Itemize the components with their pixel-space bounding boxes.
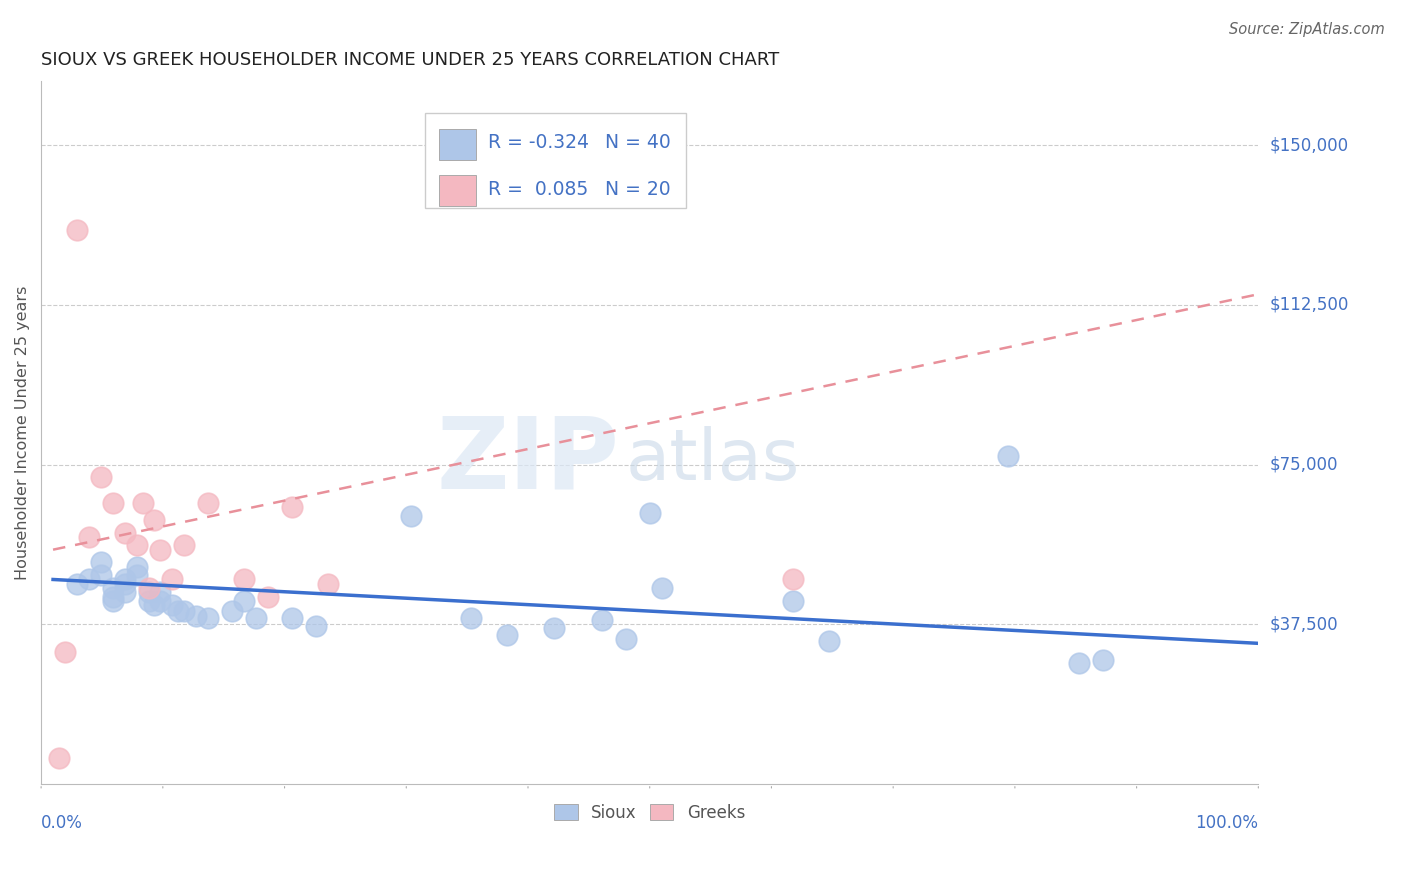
Point <box>399 508 422 523</box>
Text: ZIP: ZIP <box>436 412 619 509</box>
Point <box>101 590 124 604</box>
Point <box>782 594 804 608</box>
Text: R =  0.085: R = 0.085 <box>488 180 588 199</box>
Point <box>495 628 517 642</box>
Point <box>221 604 243 618</box>
Point <box>66 223 89 237</box>
Text: $37,500: $37,500 <box>1270 615 1339 633</box>
Point <box>114 576 136 591</box>
Point <box>1092 653 1115 667</box>
Y-axis label: Householder Income Under 25 years: Householder Income Under 25 years <box>15 285 30 580</box>
Point <box>125 559 148 574</box>
Point <box>167 604 190 618</box>
Point <box>149 594 172 608</box>
Point <box>280 611 302 625</box>
Point <box>138 585 160 599</box>
Point <box>149 542 172 557</box>
Point <box>90 470 112 484</box>
Point <box>197 496 219 510</box>
Bar <box>439 128 475 160</box>
Point <box>149 585 172 599</box>
Point <box>591 613 613 627</box>
Point <box>125 568 148 582</box>
Point <box>114 573 136 587</box>
Point <box>143 598 166 612</box>
Point <box>114 525 136 540</box>
Point <box>162 598 184 612</box>
FancyBboxPatch shape <box>425 113 686 208</box>
Text: R = -0.324: R = -0.324 <box>488 133 589 153</box>
Text: $150,000: $150,000 <box>1270 136 1348 154</box>
Point <box>817 634 839 648</box>
Point <box>138 581 160 595</box>
Point <box>1069 656 1091 670</box>
Text: Source: ZipAtlas.com: Source: ZipAtlas.com <box>1229 22 1385 37</box>
Point <box>197 611 219 625</box>
Legend: Sioux, Greeks: Sioux, Greeks <box>548 797 752 828</box>
Text: SIOUX VS GREEK HOUSEHOLDER INCOME UNDER 25 YEARS CORRELATION CHART: SIOUX VS GREEK HOUSEHOLDER INCOME UNDER … <box>41 51 779 69</box>
Text: 100.0%: 100.0% <box>1195 814 1258 832</box>
Point <box>233 594 256 608</box>
Point <box>173 538 195 552</box>
Text: $75,000: $75,000 <box>1270 456 1339 474</box>
Point <box>90 568 112 582</box>
Point <box>66 576 89 591</box>
Point <box>101 581 124 595</box>
Point <box>614 632 637 646</box>
Point <box>143 513 166 527</box>
Point <box>114 585 136 599</box>
Point <box>77 530 100 544</box>
Point <box>280 500 302 515</box>
Point <box>138 594 160 608</box>
Point <box>245 611 267 625</box>
Point <box>782 573 804 587</box>
Point <box>101 594 124 608</box>
Bar <box>439 175 475 206</box>
Point <box>257 590 280 604</box>
Point <box>77 573 100 587</box>
Point <box>186 608 208 623</box>
Point <box>48 751 70 765</box>
Point <box>543 622 565 636</box>
Text: N = 20: N = 20 <box>605 180 671 199</box>
Point <box>131 496 153 510</box>
Text: atlas: atlas <box>626 426 800 495</box>
Point <box>233 573 256 587</box>
Point <box>304 619 326 633</box>
Point <box>125 538 148 552</box>
Point <box>173 604 195 618</box>
Text: $112,500: $112,500 <box>1270 296 1348 314</box>
Text: 0.0%: 0.0% <box>41 814 83 832</box>
Point <box>53 645 76 659</box>
Text: N = 40: N = 40 <box>605 133 671 153</box>
Point <box>638 507 661 521</box>
Point <box>460 611 482 625</box>
Point <box>997 449 1019 463</box>
Point <box>90 556 112 570</box>
Point <box>162 573 184 587</box>
Point <box>101 496 124 510</box>
Point <box>316 576 339 591</box>
Point <box>651 581 673 595</box>
